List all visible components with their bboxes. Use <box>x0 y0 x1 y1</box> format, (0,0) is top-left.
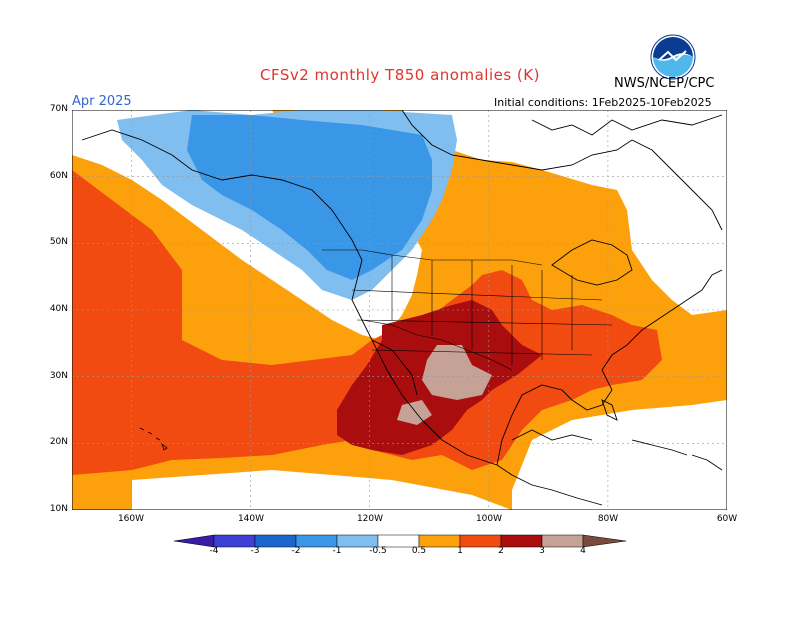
colorbar-label--2: -2 <box>291 546 301 556</box>
coastlines <box>81 110 723 506</box>
lat-label-20n: 20N <box>49 437 68 447</box>
map-title: CFSv2 monthly T850 anomalies (K) <box>260 66 540 84</box>
warm-anomaly-region <box>72 170 662 475</box>
lat-label-70n: 70N <box>49 104 68 114</box>
colorbar <box>174 534 626 548</box>
colorbar-label-2: 2 <box>498 546 504 556</box>
lon-label-80w: 80W <box>597 514 619 524</box>
lon-label-60w: 60W <box>716 514 738 524</box>
initial-conditions: Initial conditions: 1Feb2025-10Feb2025 <box>494 96 712 109</box>
noaa-logo <box>650 34 696 80</box>
lon-label-160w: 160W <box>117 514 145 524</box>
lon-label-120w: 120W <box>356 514 384 524</box>
colder-anomaly-region <box>187 115 432 280</box>
colorbar-label--1: -1 <box>332 546 342 556</box>
colorbar-label-4: 4 <box>580 546 586 556</box>
colorbar-label--0.5: -0.5 <box>369 546 387 556</box>
colorbar-label--4: -4 <box>209 546 219 556</box>
colorbar-label-1: 1 <box>457 546 463 556</box>
lat-label-40n: 40N <box>49 304 68 314</box>
neutral-south-pacific <box>132 470 512 510</box>
lon-label-140w: 140W <box>237 514 265 524</box>
anomaly-map <box>72 110 727 510</box>
colorbar-cell-highest <box>582 534 626 548</box>
graticule <box>72 110 727 510</box>
hawaii-islands <box>139 427 168 451</box>
neutral-zone <box>72 110 727 315</box>
borders <box>322 249 613 371</box>
colorbar-label-0.5: 0.5 <box>411 546 427 556</box>
neutral-caribbean <box>512 400 727 510</box>
lat-label-10n: 10N <box>49 504 68 514</box>
very-warm-core <box>422 345 492 400</box>
colorbar-label--3: -3 <box>250 546 260 556</box>
lon-label-100w: 100W <box>475 514 503 524</box>
valid-month: Apr 2025 <box>72 94 132 109</box>
very-warm-spot <box>397 400 432 425</box>
colorbar-label-3: 3 <box>539 546 545 556</box>
lat-label-50n: 50N <box>49 237 68 247</box>
lat-label-60n: 60N <box>49 171 68 181</box>
agency-label: NWS/NCEP/CPC <box>614 76 715 91</box>
lat-label-30n: 30N <box>49 371 68 381</box>
